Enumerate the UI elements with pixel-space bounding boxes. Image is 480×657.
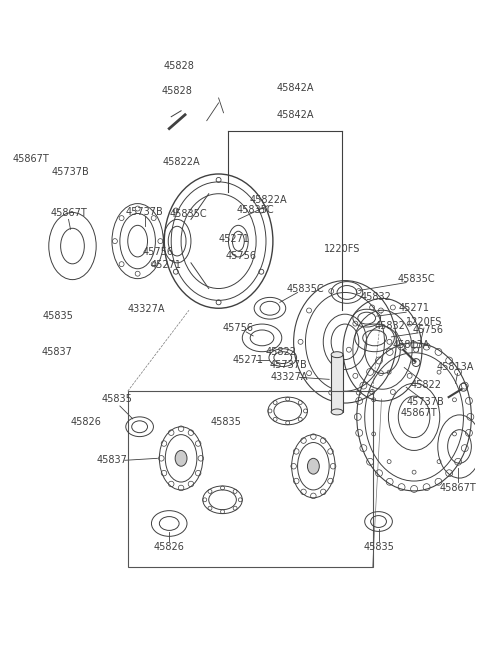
Text: 45832: 45832 (375, 321, 406, 331)
Text: 45271: 45271 (151, 260, 182, 270)
Text: 45835C: 45835C (287, 284, 324, 294)
Text: 45756: 45756 (225, 251, 256, 261)
Text: 45835: 45835 (43, 311, 74, 321)
Text: 45832: 45832 (360, 292, 391, 302)
Ellipse shape (331, 409, 343, 415)
Text: 45737B: 45737B (407, 397, 445, 407)
Text: 43327A: 43327A (127, 304, 165, 314)
Text: 45271: 45271 (233, 355, 264, 365)
Text: 45822A: 45822A (163, 158, 200, 168)
Text: 45756: 45756 (223, 323, 254, 333)
Text: 45837: 45837 (42, 347, 73, 357)
Text: 45867T: 45867T (439, 483, 476, 493)
Text: 45737B: 45737B (51, 166, 89, 177)
Text: 45828: 45828 (162, 86, 192, 96)
Text: 45867T: 45867T (401, 408, 438, 418)
Text: 45822A: 45822A (249, 194, 287, 205)
Text: 45867T: 45867T (12, 154, 49, 164)
Text: 45822: 45822 (410, 380, 442, 390)
Text: 45835: 45835 (101, 394, 132, 404)
Ellipse shape (308, 459, 319, 474)
Text: 1220FS: 1220FS (406, 317, 442, 327)
Text: 45835C: 45835C (397, 274, 435, 284)
Text: 45756: 45756 (412, 325, 444, 335)
Ellipse shape (331, 351, 343, 357)
Text: 45835C: 45835C (236, 206, 274, 215)
Bar (331, 355, 343, 412)
Text: 45826: 45826 (70, 417, 101, 427)
Text: 45822: 45822 (265, 347, 297, 357)
Text: 45835: 45835 (363, 542, 394, 552)
Text: 45737B: 45737B (269, 361, 307, 371)
Text: 45837: 45837 (96, 455, 127, 465)
Text: 45828: 45828 (164, 61, 194, 71)
Text: 45756: 45756 (142, 247, 173, 257)
Text: 43327A: 43327A (271, 373, 309, 382)
Text: 45835C: 45835C (170, 210, 207, 219)
Text: 45271: 45271 (218, 234, 249, 244)
Text: 45271: 45271 (398, 304, 430, 313)
Text: 45813A: 45813A (437, 363, 474, 373)
Text: 45867T: 45867T (50, 208, 87, 219)
Text: 45842A: 45842A (276, 83, 314, 93)
Text: 1220FS: 1220FS (324, 244, 361, 254)
Text: 45737B: 45737B (126, 206, 163, 217)
Text: 45813A: 45813A (393, 340, 430, 350)
Ellipse shape (175, 451, 187, 466)
Text: 45826: 45826 (154, 542, 185, 552)
Text: 45842A: 45842A (277, 110, 314, 120)
Bar (128, 391, 372, 567)
Text: 45835: 45835 (211, 417, 242, 427)
